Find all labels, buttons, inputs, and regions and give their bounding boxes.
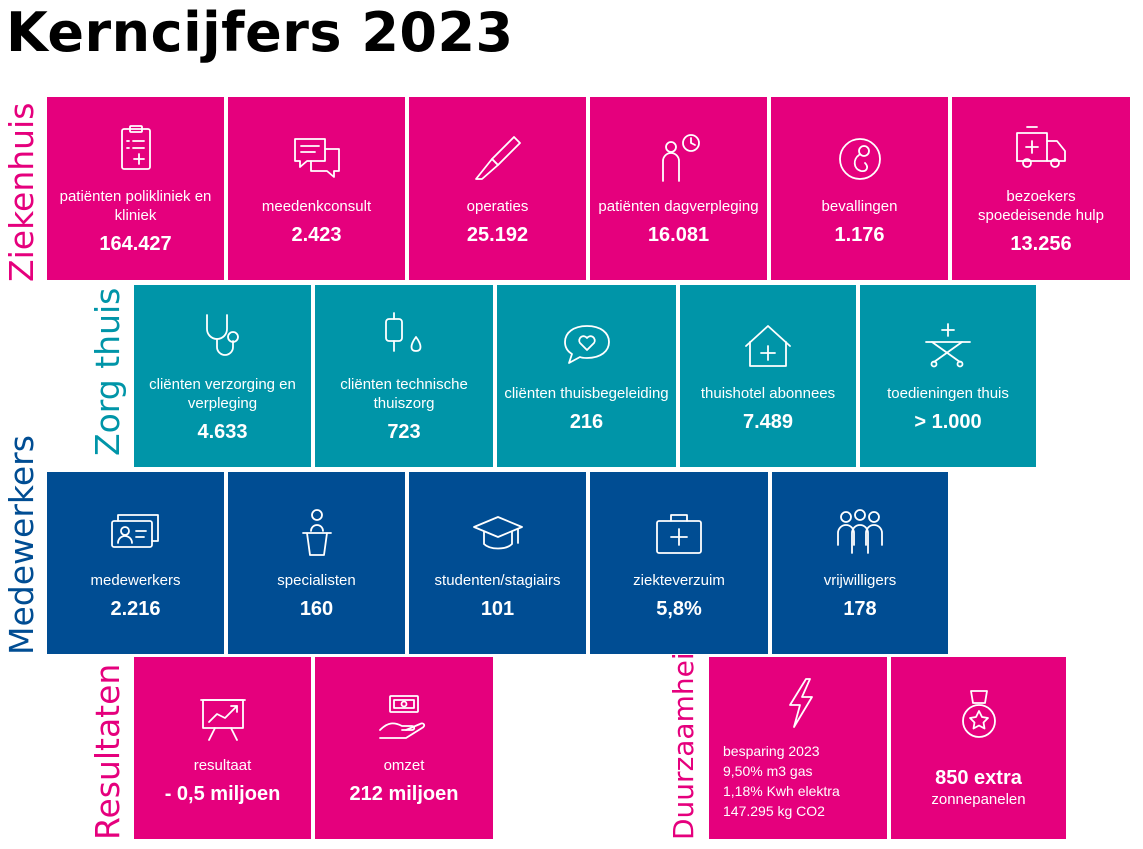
graduation-cap-icon (470, 505, 526, 561)
tile-label: vrijwilligers (823, 572, 897, 589)
tile-thuisbegeleiding: cliënten thuisbegeleiding 216 (497, 285, 676, 467)
hand-money-icon (376, 690, 432, 746)
scalpel-icon (470, 131, 526, 187)
tile-value: 2.216 (110, 598, 161, 620)
tile-value: 212 miljoen (349, 783, 459, 805)
tile-label: zonnepanelen (931, 791, 1026, 808)
tile-spoedeisende-hulp: bezoekers spoedeisende hulp 13.256 (952, 97, 1130, 280)
tile-value: > 1.000 (914, 411, 982, 433)
tile-operaties: operaties 25.192 (409, 97, 586, 280)
tile-label: ziekteverzuim (633, 572, 725, 589)
lightning-icon (774, 675, 830, 731)
tile-label: patiënten polikliniek en kliniek (59, 188, 212, 224)
tile-value: 164.427 (99, 233, 172, 255)
besparing-lines: besparing 2023 9,50% m3 gas 1,18% Kwh el… (723, 741, 840, 821)
medal-icon (951, 687, 1007, 743)
tile-toedieningen: toedieningen thuis > 1.000 (860, 285, 1036, 467)
tile-besparing: besparing 2023 9,50% m3 gas 1,18% Kwh el… (709, 657, 887, 839)
tile-label: operaties (466, 197, 529, 215)
tile-label: specialisten (277, 572, 356, 589)
baby-womb-icon (832, 131, 888, 187)
ambulance-icon (1013, 121, 1069, 177)
group-icon (832, 505, 888, 561)
besparing-line: 9,50% m3 gas (723, 763, 813, 779)
tile-value: 101 (480, 598, 515, 620)
stretcher-icon (920, 318, 976, 374)
besparing-line: besparing 2023 (723, 743, 820, 759)
tile-value: 216 (569, 411, 604, 433)
chat-icon (289, 131, 345, 187)
tile-value: 13.256 (1010, 233, 1072, 255)
tile-label: meedenkconsult (261, 197, 372, 215)
tile-ziekteverzuim: ziekteverzuim 5,8% (590, 472, 768, 654)
tile-label: bezoekers spoedeisende hulp (978, 188, 1104, 224)
tile-value: 723 (387, 420, 421, 443)
clipboard-icon (108, 121, 164, 177)
infusion-icon (376, 309, 432, 365)
house-plus-icon (740, 318, 796, 374)
section-label-resultaten: Resultaten (88, 663, 127, 840)
tile-label: cliënten thuisbegeleiding (504, 385, 669, 402)
tile-value: 4.633 (197, 420, 248, 443)
tile-meedenkconsult: meedenkconsult 2.423 (228, 97, 405, 280)
tile-vrijwilligers: vrijwilligers 178 (772, 472, 948, 654)
tile-label: bevallingen (821, 197, 898, 215)
tile-label: patiënten dagverpleging (598, 197, 759, 215)
section-label-duurzaamheid: Duurzaamheid (667, 634, 700, 840)
tile-value: 5,8% (656, 598, 702, 620)
speaker-podium-icon (289, 505, 345, 561)
tile-label: cliënten technische thuiszorg (340, 375, 468, 412)
tile-zonnepanelen: 850 extra zonnepanelen (891, 657, 1066, 839)
besparing-line: 1,18% Kwh elektra (723, 783, 840, 799)
tile-specialisten: specialisten 160 (228, 472, 405, 654)
tile-medewerkers: medewerkers 2.216 (47, 472, 224, 654)
tile-verzorging-verpleging: cliënten verzorging en verpleging 4.633 (134, 285, 311, 467)
section-label-ziekenhuis: Ziekenhuis (2, 102, 41, 282)
id-card-icon (108, 505, 164, 561)
section-label-medewerkers: Medewerkers (2, 435, 41, 655)
tile-value: 160 (299, 598, 334, 620)
tile-label: thuishotel abonnees (700, 385, 836, 402)
tile-value: 1.176 (834, 223, 885, 246)
tile-value: 25.192 (466, 223, 529, 246)
person-clock-icon (651, 131, 707, 187)
section-label-zorg-thuis: Zorg thuis (88, 287, 127, 456)
tile-label: cliënten verzorging en verpleging (149, 375, 296, 412)
tile-technische-thuiszorg: cliënten technische thuiszorg 723 (315, 285, 493, 467)
tile-label: resultaat (193, 757, 252, 774)
chart-board-icon (195, 690, 251, 746)
tile-value: 850 extra (935, 767, 1022, 789)
tile-thuishotel: thuishotel abonnees 7.489 (680, 285, 856, 467)
tile-value: 7.489 (742, 411, 794, 433)
tile-value: 178 (843, 598, 877, 620)
tile-label: medewerkers (90, 572, 181, 589)
tile-studenten: studenten/stagiairs 101 (409, 472, 586, 654)
tile-value: - 0,5 miljoen (164, 783, 281, 805)
tile-value: 16.081 (647, 223, 710, 246)
tile-value: 2.423 (291, 223, 342, 246)
tile-label: studenten/stagiairs (434, 572, 561, 589)
first-aid-kit-icon (651, 505, 707, 561)
tile-omzet: omzet 212 miljoen (315, 657, 493, 839)
tile-bevallingen: bevallingen 1.176 (771, 97, 948, 280)
tile-resultaat: resultaat - 0,5 miljoen (134, 657, 311, 839)
heart-bubble-icon (559, 318, 615, 374)
besparing-line: 147.295 kg CO2 (723, 803, 825, 819)
tile-patienten-polikliniek: patiënten polikliniek en kliniek 164.427 (47, 97, 224, 280)
tile-label: omzet (383, 757, 425, 774)
tile-dagverpleging: patiënten dagverpleging 16.081 (590, 97, 767, 280)
tile-label: toedieningen thuis (887, 385, 1009, 402)
stethoscope-icon (195, 309, 251, 365)
page-title: Kerncijfers 2023 (6, 1, 514, 64)
